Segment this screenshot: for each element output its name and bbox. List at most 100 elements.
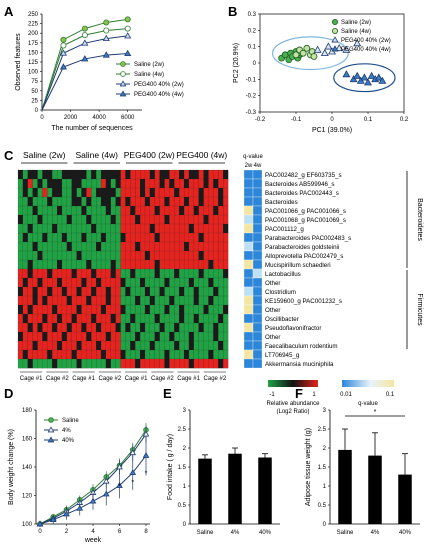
- d-x-axis-label: week: [84, 537, 102, 544]
- c-heatmap-cell: [100, 178, 107, 189]
- c-heatmap-cell: [52, 223, 58, 234]
- a-y-tick-label: 225: [28, 22, 39, 28]
- a-point: [60, 42, 67, 49]
- c-taxon-label: Bacteroides: [265, 199, 298, 206]
- b-x-tick-label: 0: [330, 117, 334, 123]
- c-heatmap-cell: [52, 187, 58, 198]
- c-heatmap-cell: [149, 250, 156, 261]
- c-heatmap-cell: [32, 322, 38, 333]
- c-heatmap-cell: [144, 295, 151, 306]
- c-heatmap-cell: [110, 223, 116, 234]
- c-heatmap-cell: [86, 349, 92, 360]
- c-heatmap-cell: [120, 331, 126, 342]
- c-heatmap-cell: [27, 187, 33, 198]
- c-heatmap-cell: [198, 304, 204, 315]
- c-heatmap-cell: [61, 232, 68, 243]
- c-heatmap-cell: [164, 313, 170, 324]
- c-qvalue-cell: [243, 223, 254, 234]
- a-x-tick-label: 6000: [121, 115, 135, 121]
- c-heatmap-cell: [144, 277, 151, 288]
- c-heatmap-cell: [17, 196, 24, 207]
- d-x-tick-label: 8: [144, 529, 148, 535]
- b-point: [299, 49, 307, 57]
- c-heatmap-cell: [179, 250, 185, 261]
- c-heatmap-cell: [81, 259, 87, 270]
- c-heatmap-cell: [135, 322, 141, 333]
- c-abundance-title: Relative abundance: [266, 401, 320, 407]
- c-heatmap-cell: [125, 286, 131, 297]
- c-heatmap-cell: [22, 349, 29, 360]
- a-point: [103, 19, 110, 26]
- c-heatmap-cell: [174, 223, 180, 234]
- c-heatmap-cell: [81, 232, 87, 243]
- c-heatmap-cell: [218, 214, 224, 225]
- c-heatmap-cell: [105, 277, 112, 288]
- c-heatmap-cell: [86, 205, 92, 216]
- c-heatmap-cell: [17, 187, 24, 198]
- c-heatmap-cell: [86, 277, 92, 288]
- d-x-tick-label: 6: [118, 529, 122, 535]
- c-heatmap-cell: [42, 178, 48, 189]
- c-heatmap-cell: [86, 304, 92, 315]
- c-heatmap-cell: [125, 259, 131, 270]
- c-heatmap-cell: [96, 223, 102, 234]
- c-heatmap-cell: [96, 304, 102, 315]
- c-heatmap-cell: [100, 286, 107, 297]
- c-heatmap-cell: [110, 340, 116, 351]
- c-heatmap-cell: [130, 223, 136, 234]
- c-heatmap-cell: [208, 205, 214, 216]
- c-heatmap-cell: [66, 322, 72, 333]
- c-heatmap-cell: [149, 223, 156, 234]
- c-heatmap-cell: [66, 349, 72, 360]
- c-heatmap-cell: [218, 268, 224, 279]
- c-heatmap-cell: [169, 250, 175, 261]
- c-heatmap-cell: [183, 268, 190, 279]
- c-heatmap-cell: [218, 241, 224, 252]
- c-heatmap-cell: [188, 313, 195, 324]
- c-heatmap-cell: [149, 349, 156, 360]
- c-heatmap-cell: [32, 178, 38, 189]
- c-heatmap-cell: [17, 304, 24, 315]
- c-heatmap-cell: [61, 178, 68, 189]
- c-heatmap-cell: [130, 241, 136, 252]
- c-cage-label: Cage #1: [20, 376, 43, 382]
- c-heatmap-cell: [135, 241, 141, 252]
- c-heatmap-cell: [154, 241, 160, 252]
- c-heatmap-cell: [154, 322, 160, 333]
- panel-letter-d: D: [4, 386, 13, 401]
- c-heatmap-cell: [159, 232, 165, 243]
- c-heatmap-cell: [115, 232, 121, 243]
- c-heatmap-cell: [120, 268, 126, 279]
- c-heatmap-cell: [120, 277, 126, 288]
- c-heatmap-cell: [188, 304, 195, 315]
- c-heatmap-cell: [27, 232, 33, 243]
- c-qvalue-cell: [252, 169, 263, 180]
- c-heatmap-cell: [61, 304, 68, 315]
- c-heatmap-cell: [208, 358, 214, 369]
- c-heatmap-cell: [100, 340, 107, 351]
- c-heatmap-cell: [42, 358, 48, 369]
- c-heatmap-cell: [71, 169, 77, 180]
- c-heatmap-cell: [130, 331, 136, 342]
- c-heatmap-cell: [154, 268, 160, 279]
- c-heatmap-cell: [115, 322, 121, 333]
- c-heatmap-cell: [105, 241, 112, 252]
- c-heatmap-cell: [149, 232, 156, 243]
- c-heatmap-cell: [203, 358, 209, 369]
- c-heatmap-cell: [56, 205, 63, 216]
- c-heatmap-cell: [164, 232, 170, 243]
- c-q-max-label: 0.1: [386, 392, 395, 398]
- c-heatmap-cell: [100, 259, 107, 270]
- c-heatmap-cell: [100, 313, 107, 324]
- c-heatmap-cell: [27, 286, 33, 297]
- c-taxon-label: Other: [265, 307, 280, 314]
- c-heatmap-cell: [37, 295, 43, 306]
- b-point: [364, 78, 372, 86]
- c-heatmap-cell: [71, 259, 77, 270]
- c-heatmap-cell: [223, 187, 229, 198]
- c-heatmap-cell: [91, 268, 97, 279]
- c-heatmap-cell: [144, 205, 151, 216]
- d-y-axis-label: Body weight change (%): [8, 429, 15, 505]
- c-heatmap-cell: [149, 268, 156, 279]
- d-x-tick-label: 2: [65, 529, 69, 535]
